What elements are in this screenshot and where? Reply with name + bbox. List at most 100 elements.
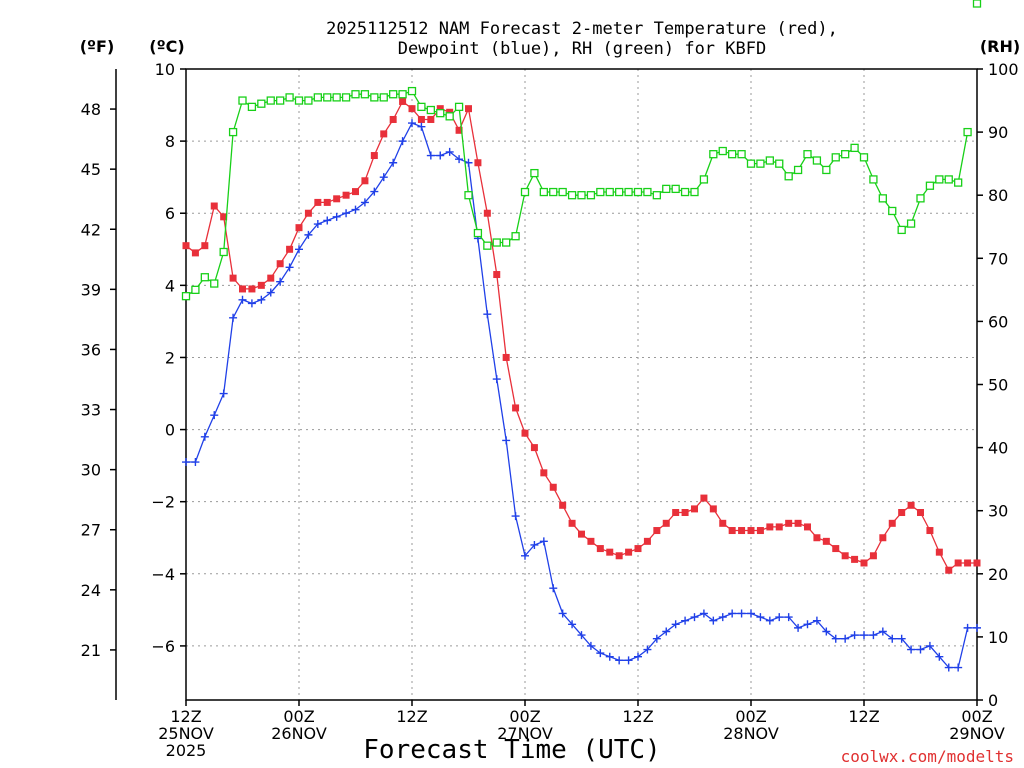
temperature-point bbox=[879, 534, 887, 542]
fahrenheit-tick-label: 45 bbox=[81, 160, 101, 179]
dewpoint-point bbox=[502, 436, 511, 445]
temperature-point bbox=[728, 527, 736, 535]
dewpoint-point bbox=[841, 634, 850, 643]
dewpoint-point bbox=[756, 613, 765, 622]
temperature-point bbox=[370, 152, 378, 160]
temperature-point bbox=[945, 566, 953, 574]
x-tick-label: 00Z bbox=[283, 707, 314, 726]
rh-tick-label: 50 bbox=[988, 376, 1008, 395]
rh-point bbox=[822, 165, 831, 175]
temperature-point bbox=[559, 501, 567, 509]
dewpoint-point bbox=[737, 609, 746, 618]
rh-tick-label: 90 bbox=[988, 123, 1008, 142]
dewpoint-point bbox=[671, 620, 680, 629]
rh-point bbox=[417, 102, 426, 112]
dewpoint-point bbox=[210, 411, 219, 420]
celsius-tick-label: −2 bbox=[151, 493, 175, 512]
tick-marks bbox=[110, 68, 983, 706]
rh-tick-label: 40 bbox=[988, 439, 1008, 458]
rh-point bbox=[426, 105, 435, 115]
rh-point bbox=[841, 150, 850, 159]
rh-point bbox=[398, 90, 407, 99]
temperature-point bbox=[408, 105, 416, 113]
temperature-point bbox=[681, 509, 689, 517]
temperature-point bbox=[964, 559, 972, 567]
rh-point bbox=[294, 96, 304, 105]
rh-point bbox=[304, 96, 313, 105]
rh-point bbox=[567, 191, 577, 200]
dewpoint-point bbox=[624, 656, 633, 665]
rh-tick-label: 80 bbox=[988, 186, 1008, 205]
celsius-tick-label: 0 bbox=[165, 421, 175, 440]
series-dewpoint bbox=[182, 119, 981, 672]
rh-point bbox=[916, 194, 925, 203]
rh-point bbox=[210, 279, 219, 288]
temperature-point bbox=[954, 559, 962, 567]
rh-point bbox=[624, 187, 633, 197]
rh-point bbox=[370, 93, 379, 102]
dewpoint-point bbox=[681, 616, 690, 625]
dewpoint-point bbox=[200, 432, 209, 441]
dewpoint-point bbox=[869, 631, 878, 640]
temperature-point bbox=[794, 519, 802, 527]
temperature-point bbox=[342, 191, 350, 199]
dewpoint-point bbox=[652, 634, 661, 643]
rh-point bbox=[888, 206, 897, 216]
chart-title-line-2: Dewpoint (blue), RH (green) for KBFD bbox=[398, 39, 766, 59]
grid-lines bbox=[186, 69, 977, 700]
temperature-point bbox=[700, 494, 708, 502]
rh-point bbox=[219, 247, 228, 257]
dewpoint-point bbox=[596, 649, 605, 658]
dewpoint-point bbox=[342, 209, 351, 218]
rh-point bbox=[191, 285, 200, 295]
temperature-point bbox=[907, 501, 915, 509]
rh-point bbox=[247, 102, 257, 112]
rh-point bbox=[831, 153, 840, 162]
dewpoint-point bbox=[445, 147, 454, 156]
rh-tick-label: 20 bbox=[988, 565, 1008, 584]
rh-point bbox=[502, 238, 511, 247]
rh-point bbox=[351, 90, 360, 99]
temperature-point bbox=[455, 126, 463, 134]
rh-point bbox=[972, 0, 982, 8]
rh-point bbox=[850, 143, 859, 153]
dewpoint-point bbox=[426, 151, 435, 160]
temperature-point bbox=[747, 527, 755, 535]
temperature-point bbox=[869, 552, 877, 560]
x-tick-label: 12Z bbox=[622, 707, 653, 726]
x-tick-label: 2025 bbox=[166, 741, 207, 760]
temperature-point bbox=[286, 245, 294, 253]
dewpoint-point bbox=[191, 458, 200, 467]
dewpoint-point bbox=[389, 158, 398, 167]
dewpoint-point bbox=[944, 663, 953, 672]
rh-point bbox=[728, 150, 737, 159]
temperature-point bbox=[606, 548, 614, 556]
dewpoint-point bbox=[973, 623, 981, 632]
plot-frame bbox=[185, 68, 978, 701]
rh-point bbox=[257, 99, 266, 108]
dewpoint-point bbox=[229, 313, 238, 322]
temperature-point bbox=[304, 209, 312, 217]
dewpoint-point bbox=[304, 230, 313, 239]
rh-point bbox=[615, 187, 624, 197]
fahrenheit-tick-label: 24 bbox=[81, 581, 101, 600]
dewpoint-point bbox=[360, 198, 369, 207]
plot-area bbox=[181, 0, 982, 672]
temperature-point bbox=[512, 404, 520, 412]
temperature-point bbox=[851, 555, 859, 563]
dewpoint-point bbox=[455, 155, 464, 164]
temperature-point bbox=[248, 285, 256, 293]
x-tick-label: 25NOV bbox=[158, 724, 214, 743]
temperature-point bbox=[333, 195, 341, 203]
temperature-point bbox=[229, 274, 237, 282]
dewpoint-point bbox=[822, 627, 831, 636]
dewpoint-point bbox=[483, 310, 492, 319]
temperature-point bbox=[389, 115, 397, 123]
rh-tick-label: 0 bbox=[988, 691, 998, 710]
dewpoint-point bbox=[568, 620, 577, 629]
dewpoint-point bbox=[634, 652, 642, 661]
dewpoint-point bbox=[558, 609, 567, 618]
temperature-point bbox=[521, 429, 529, 437]
rh-point bbox=[643, 187, 652, 197]
